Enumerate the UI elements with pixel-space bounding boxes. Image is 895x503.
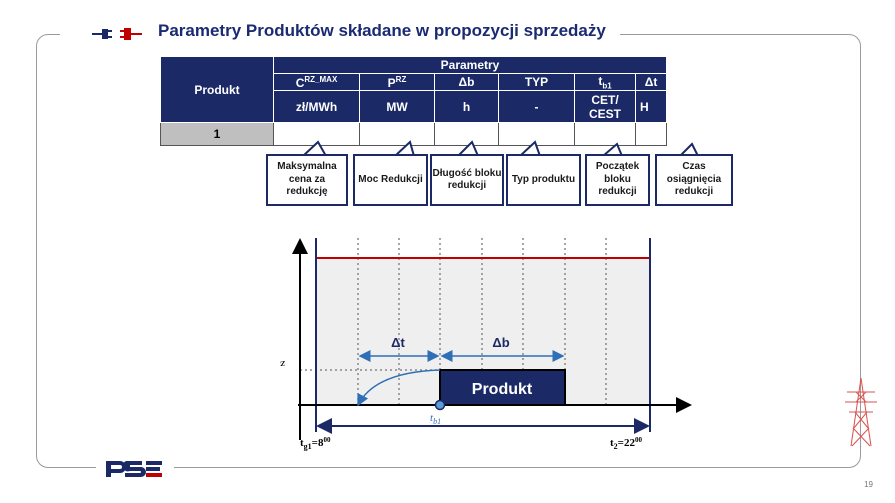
unit-db: h xyxy=(434,90,499,124)
callout-product-type: Typ produktu xyxy=(506,154,581,206)
plug-icon xyxy=(92,28,142,40)
param-header-db: Δb xyxy=(434,72,499,92)
unit-typ: - xyxy=(498,90,575,124)
param-header-dt: Δt xyxy=(635,72,667,92)
callout-block-length: Długość bloku redukcji xyxy=(430,154,504,206)
callout-block-start: Początek bloku redukcji xyxy=(585,154,650,206)
callout-reduction-time: Czas osiągnięcia redukcji xyxy=(655,154,733,206)
param-header-cmax: CRZ_MAX xyxy=(273,72,360,92)
param-header-prz: PRZ xyxy=(359,72,435,92)
cell-prz[interactable] xyxy=(359,122,435,147)
product-block xyxy=(439,369,566,406)
cell-typ[interactable] xyxy=(498,122,575,147)
tb1-label: tb1 xyxy=(430,412,441,426)
tb1-marker xyxy=(434,399,446,411)
unit-prz: MW xyxy=(359,90,435,124)
ramp-curve xyxy=(357,369,441,407)
tg1-label: tg1=800 xyxy=(300,436,331,451)
frame-gap xyxy=(60,28,620,40)
product-label: Produkt xyxy=(472,381,533,398)
t2-label: t2=2200 xyxy=(610,436,642,451)
parameters-table: Produkt Parametry CRZ_MAX PRZ Δb TYP tb1… xyxy=(160,55,667,147)
cell-db[interactable] xyxy=(434,122,499,147)
unit-cmax: zł/MWh xyxy=(273,90,360,124)
slide-title: Parametry Produktów składane w propozycj… xyxy=(158,21,606,40)
db-label: Δb xyxy=(492,335,509,350)
unit-tb1: CET/ CEST xyxy=(574,90,636,124)
page-number: 19 xyxy=(864,480,873,489)
callout-max-price: Maksymalna cena za redukcję xyxy=(266,154,348,206)
p-axis-label: PRZ xyxy=(280,360,286,373)
pse-logo xyxy=(106,461,162,477)
param-header-tb1: tb1 xyxy=(574,72,636,92)
cell-dt[interactable] xyxy=(635,122,667,147)
socket-icon xyxy=(120,28,142,40)
cell-tb1[interactable] xyxy=(574,122,636,147)
power-pylon-icon xyxy=(845,378,877,447)
timing-diagram: Produkt Δt Δb tb1 PRZ tg1=800 t2=2200 xyxy=(280,238,692,451)
dt-label: Δt xyxy=(391,335,405,350)
row-label: 1 xyxy=(160,122,274,147)
callout-power: Moc Redukcji xyxy=(353,154,428,206)
